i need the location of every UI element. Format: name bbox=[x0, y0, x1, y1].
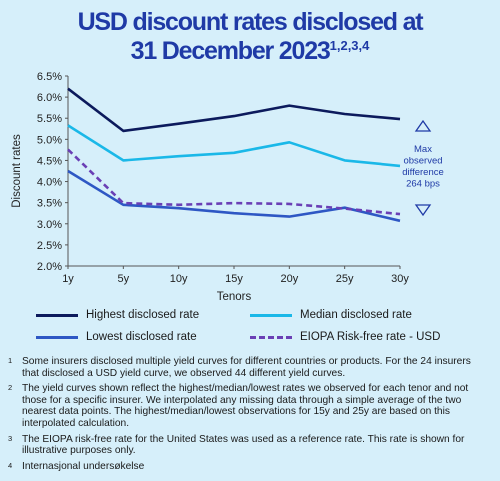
footnote: 1 Some insurers disclosed multiple yield… bbox=[8, 356, 490, 379]
y-tick-label: 2.0% bbox=[37, 261, 62, 273]
x-tick-label: 30y bbox=[391, 273, 409, 285]
x-axis-label: Tenors bbox=[217, 291, 252, 303]
footnote-number: 4 bbox=[8, 460, 13, 470]
footnote-text: Internasjonal undersøkelse bbox=[22, 460, 145, 472]
line-chart: 2.0% 2.5% 3.0% 3.5% 4.0% 4.5% 5.0% 5.5% 6.0% 6.5%… bbox=[11, 71, 444, 303]
footnote-text: Some insurers disclosed multiple yield c… bbox=[22, 356, 471, 379]
series-line-3 bbox=[67, 148, 401, 216]
up-triangle-icon bbox=[414, 119, 432, 132]
x-tick-label: 1y bbox=[62, 273, 74, 285]
legend-swatch-highest bbox=[36, 313, 78, 317]
legend-label-highest: Highest disclosed rate bbox=[86, 309, 200, 321]
y-tick-label: 5.0% bbox=[37, 134, 62, 146]
footnote: 4 Internasjonal undersøkelse bbox=[8, 461, 490, 473]
chart-title: USD discount rates disclosed at 31 Decem… bbox=[0, 8, 500, 65]
title-line-2: 31 December 2023 bbox=[130, 37, 331, 65]
y-tick-label: 2.5% bbox=[37, 240, 62, 252]
x-tick-label: 15y bbox=[225, 273, 243, 285]
chart-legend: Highest disclosed rate Median disclosed … bbox=[0, 304, 500, 348]
legend-swatch-lowest bbox=[36, 335, 78, 339]
footnote-number: 1 bbox=[8, 356, 13, 365]
y-tick-label: 6.0% bbox=[37, 92, 62, 104]
y-tick-label: 5.5% bbox=[37, 113, 62, 125]
footnote: 3 The EIOPA risk-free rate for the Unite… bbox=[8, 434, 490, 457]
series-line-0 bbox=[67, 87, 401, 133]
x-tick-label: 25y bbox=[336, 273, 354, 285]
x-tick-label: 10y bbox=[170, 273, 188, 285]
legend-label-eiopa: EIOPA Risk-free rate - USD bbox=[300, 331, 441, 343]
footnote-text: The EIOPA risk-free rate for the United … bbox=[22, 433, 465, 457]
title-line-1: USD discount rates disclosed at bbox=[77, 8, 424, 36]
legend-swatch-eiopa bbox=[250, 335, 292, 339]
footnote-number: 3 bbox=[8, 433, 13, 443]
y-tick-label: 4.5% bbox=[37, 155, 62, 167]
legend-item-lowest: Lowest disclosed rate bbox=[36, 331, 197, 343]
annotation-text: observed bbox=[403, 156, 442, 167]
x-tick-label: 20y bbox=[280, 273, 298, 285]
footnotes: 1 Some insurers disclosed multiple yield… bbox=[8, 356, 490, 476]
series-line-2 bbox=[67, 169, 401, 223]
annotation-text: Max bbox=[414, 144, 432, 155]
annotation-text: 264 bps bbox=[406, 179, 440, 190]
legend-item-median: Median disclosed rate bbox=[250, 309, 412, 321]
footnote-number: 2 bbox=[8, 383, 13, 393]
legend-item-eiopa: EIOPA Risk-free rate - USD bbox=[250, 331, 440, 343]
legend-swatch-median bbox=[250, 313, 292, 317]
y-tick-label: 6.5% bbox=[37, 71, 62, 83]
y-tick-label: 3.5% bbox=[37, 198, 62, 210]
y-axis-label: Discount rates bbox=[11, 134, 23, 208]
legend-item-highest: Highest disclosed rate bbox=[36, 309, 199, 321]
legend-label-median: Median disclosed rate bbox=[300, 309, 412, 321]
x-tick-label: 5y bbox=[118, 273, 130, 285]
down-triangle-icon bbox=[414, 204, 432, 217]
footnote-text: The yield curves shown reflect the highe… bbox=[22, 383, 469, 429]
y-tick-label: 3.0% bbox=[37, 219, 62, 231]
annotation-text: difference bbox=[402, 167, 444, 178]
y-tick-label: 4.0% bbox=[37, 177, 62, 189]
legend-label-lowest: Lowest disclosed rate bbox=[86, 331, 197, 343]
title-footnote-refs: 1,2,3,4 bbox=[329, 38, 370, 53]
footnote: 2 The yield curves shown reflect the hig… bbox=[8, 383, 490, 429]
series-line-1 bbox=[67, 124, 401, 168]
